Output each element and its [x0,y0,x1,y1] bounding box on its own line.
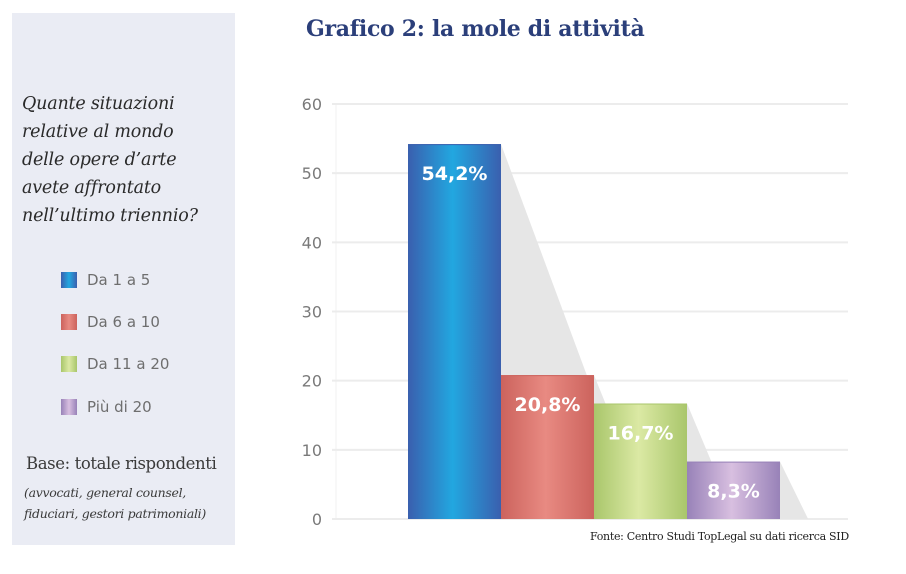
y-tick-label: 0 [312,510,322,529]
data-label: 16,7% [608,422,674,444]
side-panel [12,13,235,545]
data-label: 20,8% [515,394,581,416]
data-label: 8,3% [707,481,760,503]
y-tick-label: 30 [302,303,322,322]
bar-3 [687,461,780,519]
data-label: 54,2% [422,163,488,185]
bar-0 [408,144,501,519]
legend-item-da-6-a-10: Da 6 a 10 [61,312,160,332]
legend-label: Più di 20 [87,398,152,416]
legend-item-da-1-a-5: Da 1 a 5 [61,270,150,290]
label-layer: 54,2% 20,8% 16,7% 8,3% [422,163,760,502]
question-line: nell’ultimo triennio? [22,206,198,226]
y-axis-ticks: 0 10 20 30 40 50 60 [302,95,322,529]
legend-swatch [61,399,77,415]
base-sub-line: fiduciari, gestori patrimoniali) [24,506,206,521]
bar-layer [408,144,780,519]
y-tick-label: 20 [302,372,322,391]
chart-title: Grafico 2: la mole di attività [306,16,645,42]
legend-swatch [61,272,77,288]
question-line: avete affrontato [22,178,162,198]
y-tick-label: 60 [302,95,322,114]
legend-label: Da 6 a 10 [87,313,160,331]
legend-label: Da 11 a 20 [87,355,170,373]
base-subtitle: (avvocati, general counsel, fiduciari, g… [24,482,239,524]
legend-item-da-11-a-20: Da 11 a 20 [61,354,169,374]
source-note: Fonte: Centro Studi TopLegal su dati ric… [590,530,849,543]
survey-question: Quante situazioni relative al mondo dell… [22,90,232,230]
base-title: Base: totale rispondenti [26,454,217,473]
legend-label: Da 1 a 5 [87,271,151,289]
legend-swatch [61,314,77,330]
y-tick-label: 40 [302,233,322,252]
bar-2 [594,403,687,519]
y-tick-label: 50 [302,164,322,183]
question-line: Quante situazioni [22,94,175,114]
question-line: delle opere d’arte [22,150,177,170]
legend-swatch [61,356,77,372]
bar-shadow [780,461,809,519]
question-line: relative al mondo [22,122,174,142]
base-sub-line: (avvocati, general counsel, [24,485,186,500]
bar-1 [501,375,594,519]
legend-item-piu-di-20: Più di 20 [61,397,152,417]
y-tick-label: 10 [302,441,322,460]
